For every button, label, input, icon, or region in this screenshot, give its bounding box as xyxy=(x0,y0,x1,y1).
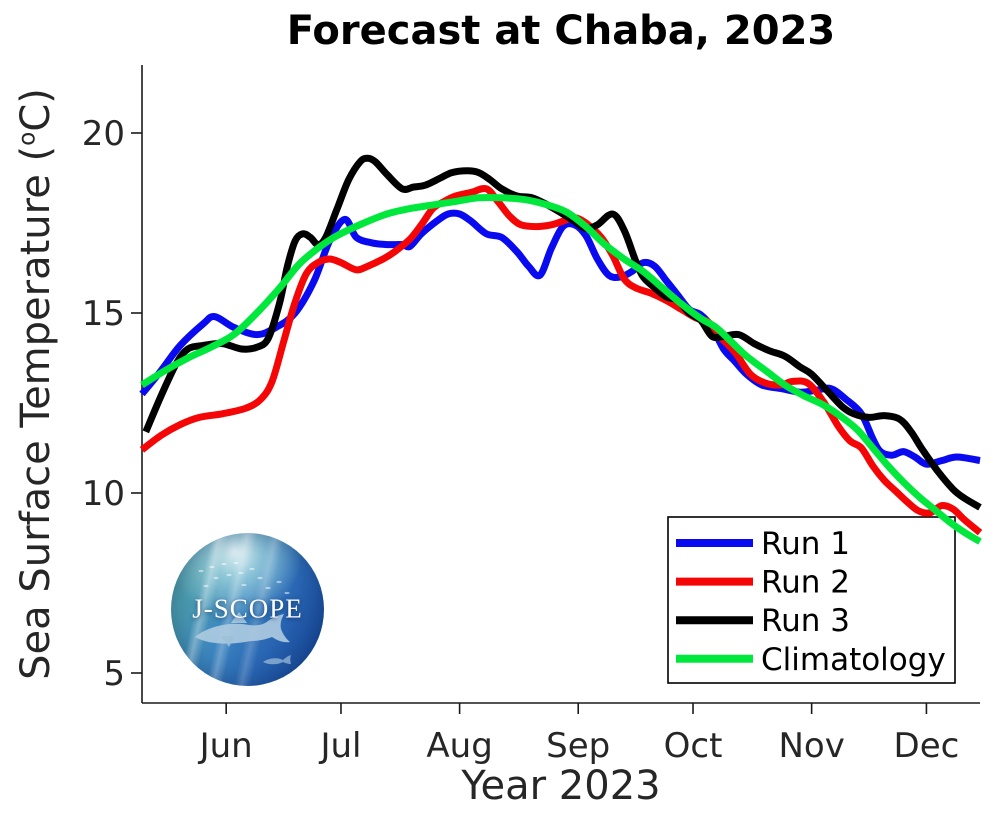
legend-label-climatology: Climatology xyxy=(761,642,946,678)
series-line-run-2 xyxy=(139,184,983,536)
series-line-climatology xyxy=(140,193,982,545)
fish-school-dots xyxy=(198,561,290,595)
y-tick-label: 15 xyxy=(82,294,125,334)
chart-title: Forecast at Chaba, 2023 xyxy=(286,8,836,54)
y-tick-label: 5 xyxy=(103,654,125,694)
legend-label-run-1: Run 1 xyxy=(761,526,850,562)
tuna-fish-silhouette xyxy=(195,612,290,647)
x-tick-label-sep: Sep xyxy=(546,726,610,766)
small-fish-silhouette xyxy=(263,655,291,665)
y-tick-label: 10 xyxy=(82,474,125,514)
x-tick-label-dec: Dec xyxy=(894,726,960,766)
jscope-logo: J-SCOPE xyxy=(171,533,324,686)
y-tick-label: 20 xyxy=(82,114,125,154)
x-tick-label-oct: Oct xyxy=(664,726,723,766)
x-tick-label-nov: Nov xyxy=(778,726,844,766)
x-axis-label: Year 2023 xyxy=(461,763,661,809)
x-tick-label-jul: Jul xyxy=(318,726,361,766)
legend-label-run-2: Run 2 xyxy=(761,565,850,601)
sunray-graphic xyxy=(171,533,324,686)
jscope-logo-text: J-SCOPE xyxy=(192,592,303,623)
legend-label-run-3: Run 3 xyxy=(761,603,850,639)
underwater-art xyxy=(195,561,291,665)
x-tick-label-aug: Aug xyxy=(426,726,492,766)
x-tick-label-jun: Jun xyxy=(198,726,253,766)
